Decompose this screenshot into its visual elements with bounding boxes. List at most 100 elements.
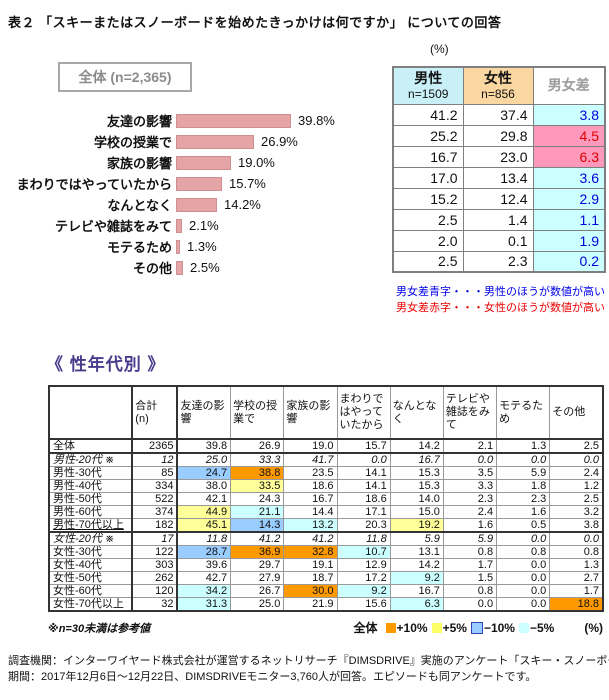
legend-item-label: −5% [529,620,555,635]
age-column-header: 学校の授業で [230,385,285,440]
gender-column-header: 男性 n=1509 [392,66,464,105]
age-value-cell: 0.0 [496,531,551,546]
bar [176,218,182,233]
age-value-cell: 38.0 [176,479,232,493]
source-line-1: 調査機関：インターワイヤード株式会社が運営するネットリサーチ『DIMSDRIVE… [8,655,609,667]
bar [176,239,180,254]
female-value-cell: 37.4 [462,103,534,126]
age-value-cell: 18.6 [283,479,338,493]
age-table-row: 男性-40代 334 38.0 33.5 18.6 14.1 15.3 3.3 1.8 1.2 [48,479,604,493]
age-value-cell: 1.3 [549,558,604,572]
age-value-cell: 31.3 [176,597,232,612]
age-value-cell: 39.8 [176,438,232,454]
gender-diff-cell: 1.1 [532,208,606,231]
age-row-label: 女性-30代 [48,545,134,559]
bar-category-label: なんとなく [107,198,172,213]
age-value-cell: 0.0 [336,452,391,467]
gender-diff-cell: 3.6 [532,166,606,189]
age-row-n: 303 [131,558,179,572]
age-value-cell: 1.6 [442,518,498,533]
male-value-cell: 2.5 [392,208,464,231]
age-value-cell: 10.7 [336,545,391,559]
age-row-label: 男性-40代 [48,479,134,493]
male-value-cell: 17.0 [392,166,464,189]
age-value-cell: 1.3 [496,438,551,454]
bar-category-label: その他 [132,261,172,276]
age-value-cell: 15.0 [389,505,444,519]
bar-row: 友達の影響 39.8% [0,110,390,131]
age-row-label: 男性-60代 [48,505,134,519]
age-table-row: 女性-30代 122 28.7 36.9 32.8 10.7 13.1 0.8 0.8 0.8 [48,545,604,559]
bar [176,155,231,170]
male-value-cell: 16.7 [392,145,464,168]
bar-value-label: 14.2% [224,197,261,212]
legend-color-swatch [518,622,529,633]
age-value-cell: 2.3 [442,492,498,506]
age-value-cell: 25.0 [230,597,285,612]
age-value-cell: 1.7 [442,558,498,572]
age-value-cell: 23.5 [283,466,338,480]
age-value-cell: 0.8 [442,545,498,559]
age-row-label: 男性-20代 ※ [48,452,134,467]
age-value-cell: 14.2 [389,558,444,572]
age-value-cell: 2.4 [549,466,604,480]
age-value-cell: 21.1 [230,505,285,519]
age-column-header: モテるため [496,385,551,440]
age-value-cell: 1.7 [549,584,604,598]
bar-category-label: 家族の影響 [106,156,172,171]
age-column-header: テレビや雑誌をみて [442,385,498,440]
age-value-cell: 14.1 [336,466,391,480]
age-value-cell: 20.3 [336,518,391,533]
age-row-label: 男性-70代以上 [48,518,134,533]
age-row-label: 男性-30代 [48,466,134,480]
female-value-cell: 23.0 [462,145,534,168]
age-value-cell: 25.0 [176,452,232,467]
male-value-cell: 25.2 [392,124,464,147]
age-row-n: 262 [131,571,179,585]
legend-item-label: +5% [442,620,467,635]
age-value-cell: 33.5 [230,479,285,493]
age-column-header: まわりではやっていたから [336,385,391,440]
age-value-cell: 6.3 [389,597,444,612]
age-value-cell: 29.7 [230,558,285,572]
bar-row: 学校の授業で 26.9% [0,131,390,152]
gender-table-row: 16.7 23.0 6.3 [392,145,606,168]
female-value-cell: 1.4 [462,208,534,231]
age-value-cell: 42.1 [176,492,232,506]
gender-table-row: 17.0 13.4 3.6 [392,166,606,189]
diff-note-female-higher: 男女差赤字・・・女性のほうが数値が高い [396,302,605,314]
age-value-cell: 18.7 [283,571,338,585]
age-table-row: 男性-30代 85 24.7 38.8 23.5 14.1 15.3 3.5 5.9 2.4 [48,466,604,480]
female-value-cell: 29.8 [462,124,534,147]
bar-row: 家族の影響 19.0% [0,152,390,173]
age-value-cell: 12.9 [336,558,391,572]
bar-value-label: 19.0% [238,155,275,170]
gender-table-row: 25.2 29.8 4.5 [392,124,606,147]
age-table-row: 男性-20代 ※ 12 25.0 33.3 41.7 0.0 16.7 0.0 0.0 0.0 [48,452,604,467]
bar-row: テレビや雑誌をみて 2.1% [0,215,390,236]
age-table-row: 男性-70代以上 182 45.1 14.3 13.2 20.3 19.2 1.6 0.5 3.8 [48,518,604,533]
age-table-row: 女性-70代以上 32 31.3 25.0 21.9 15.6 6.3 0.0 0.0 18.8 [48,597,604,612]
legend-color-swatch [385,622,396,633]
age-row-label: 女性-60代 [48,584,134,598]
age-value-cell: 14.0 [389,492,444,506]
age-value-cell: 3.3 [442,479,498,493]
age-table-row: 女性-20代 ※ 17 11.8 41.2 41.2 11.8 5.9 5.9 0.0 0.0 [48,531,604,546]
gender-diff-cell: 0.2 [532,250,606,273]
bar-chart: 友達の影響 39.8% 学校の授業で 26.9% 家族の影響 19.0% まわりではやってい… [0,110,390,278]
age-value-cell: 15.7 [336,438,391,454]
age-value-cell: 14.3 [230,518,285,533]
age-row-label: 全体 [48,438,134,454]
section-title-by-age: 《 性年代別 》 [46,355,166,374]
age-row-n: 522 [131,492,179,506]
bar-category-label: 友達の影響 [106,114,172,129]
legend-item-label: +10% [396,620,428,635]
age-row-n: 85 [131,466,179,480]
age-row-n: 32 [131,597,179,612]
gender-column-header: 女性 n=856 [462,66,534,105]
age-value-cell: 5.9 [442,531,498,546]
age-column-header: 友達の影響 [176,385,232,440]
age-row-n: 334 [131,479,179,493]
age-table-row: 女性-40代 303 39.6 29.7 19.1 12.9 14.2 1.7 0.0 1.3 [48,558,604,572]
